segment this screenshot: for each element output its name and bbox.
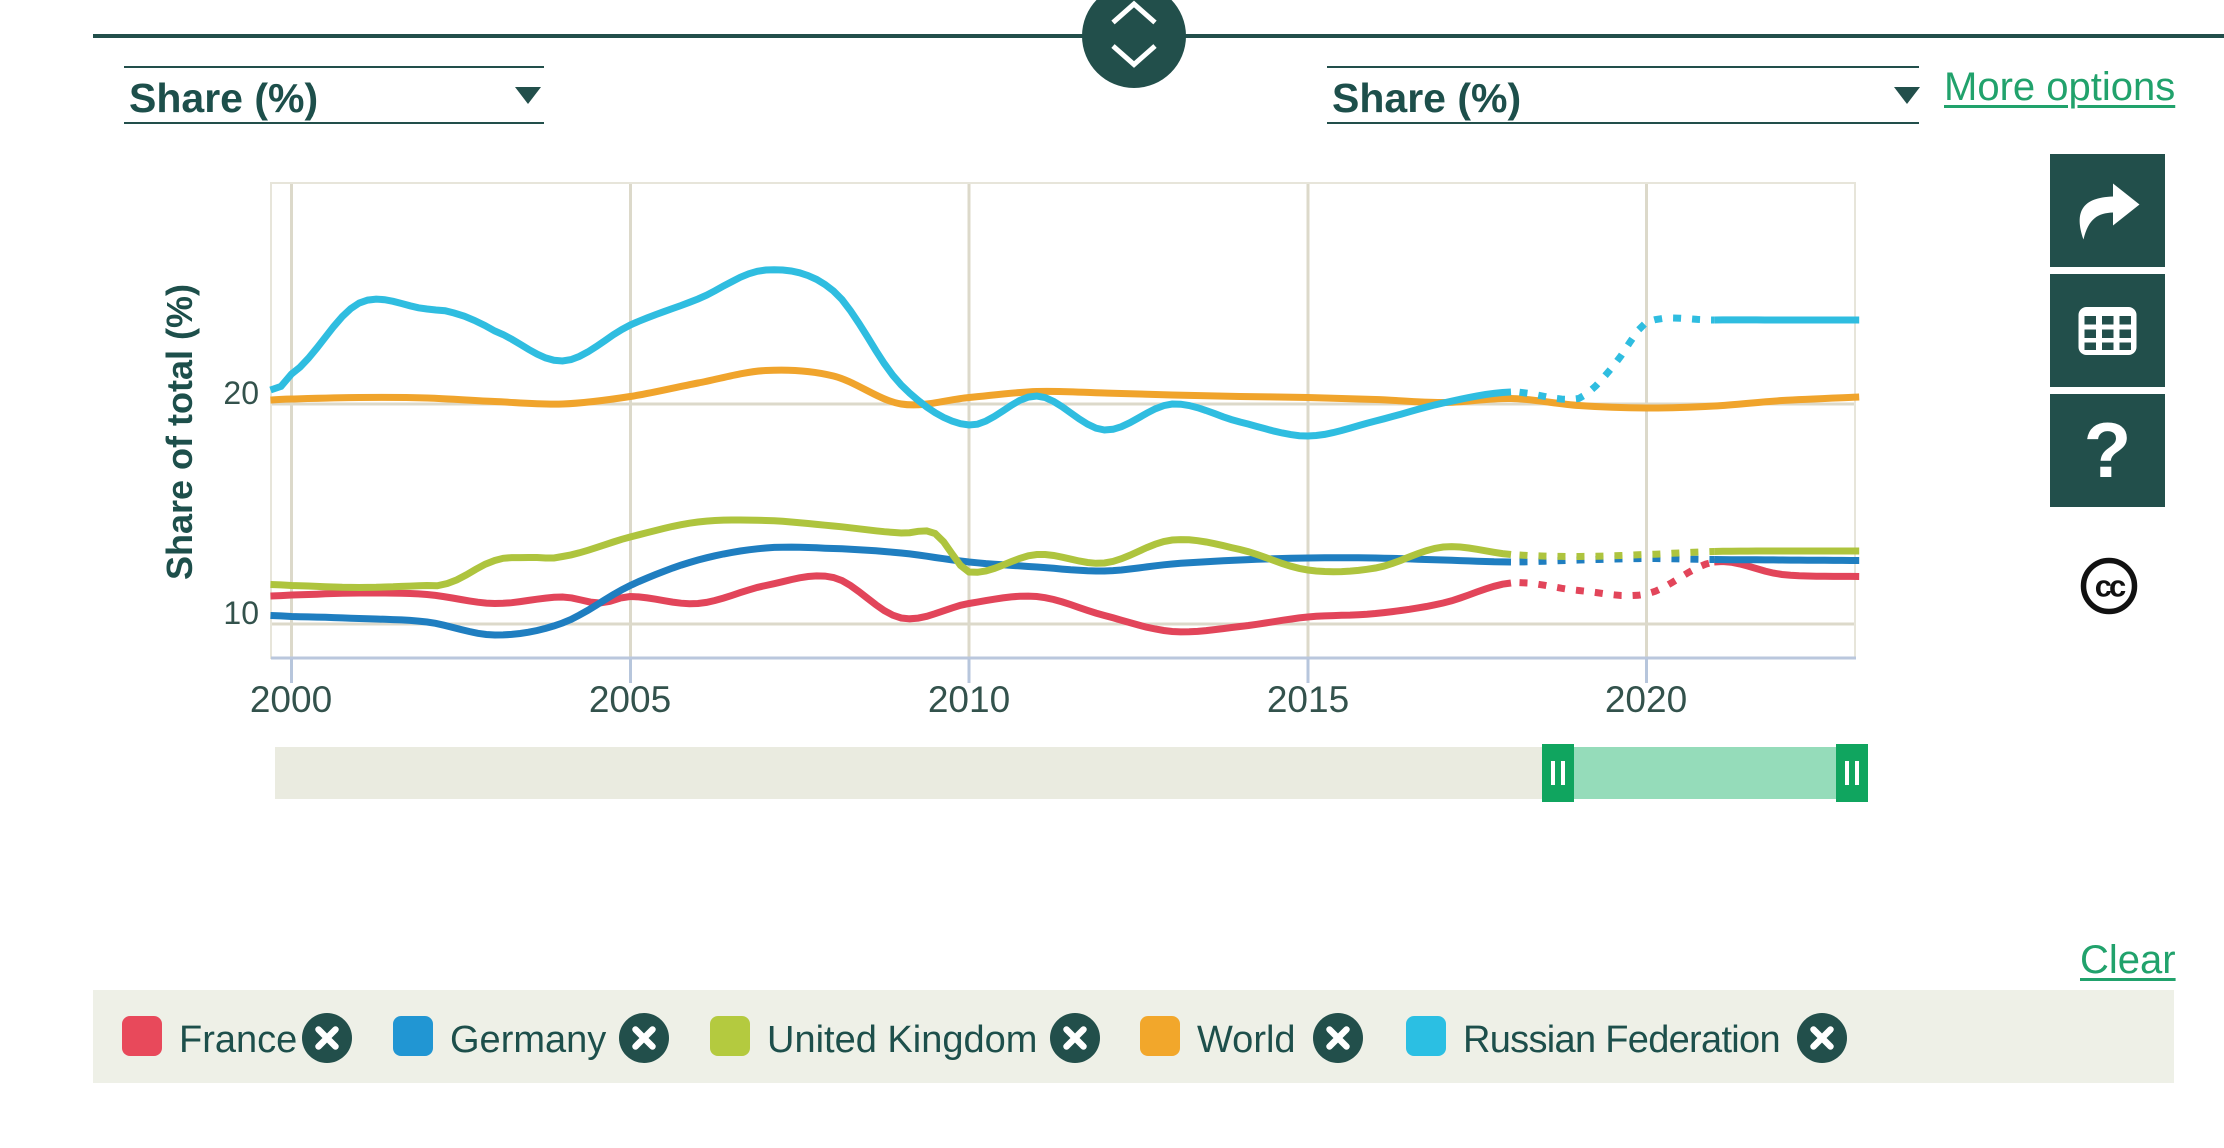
svg-text:2005: 2005 <box>589 679 671 720</box>
svg-text:2015: 2015 <box>1267 679 1349 720</box>
svg-text:Share of total (%): Share of total (%) <box>159 284 200 580</box>
svg-text:2020: 2020 <box>1605 679 1687 720</box>
svg-text:10: 10 <box>223 595 259 631</box>
svg-text:2000: 2000 <box>250 679 332 720</box>
svg-text:20: 20 <box>223 375 259 411</box>
svg-text:2010: 2010 <box>928 679 1010 720</box>
